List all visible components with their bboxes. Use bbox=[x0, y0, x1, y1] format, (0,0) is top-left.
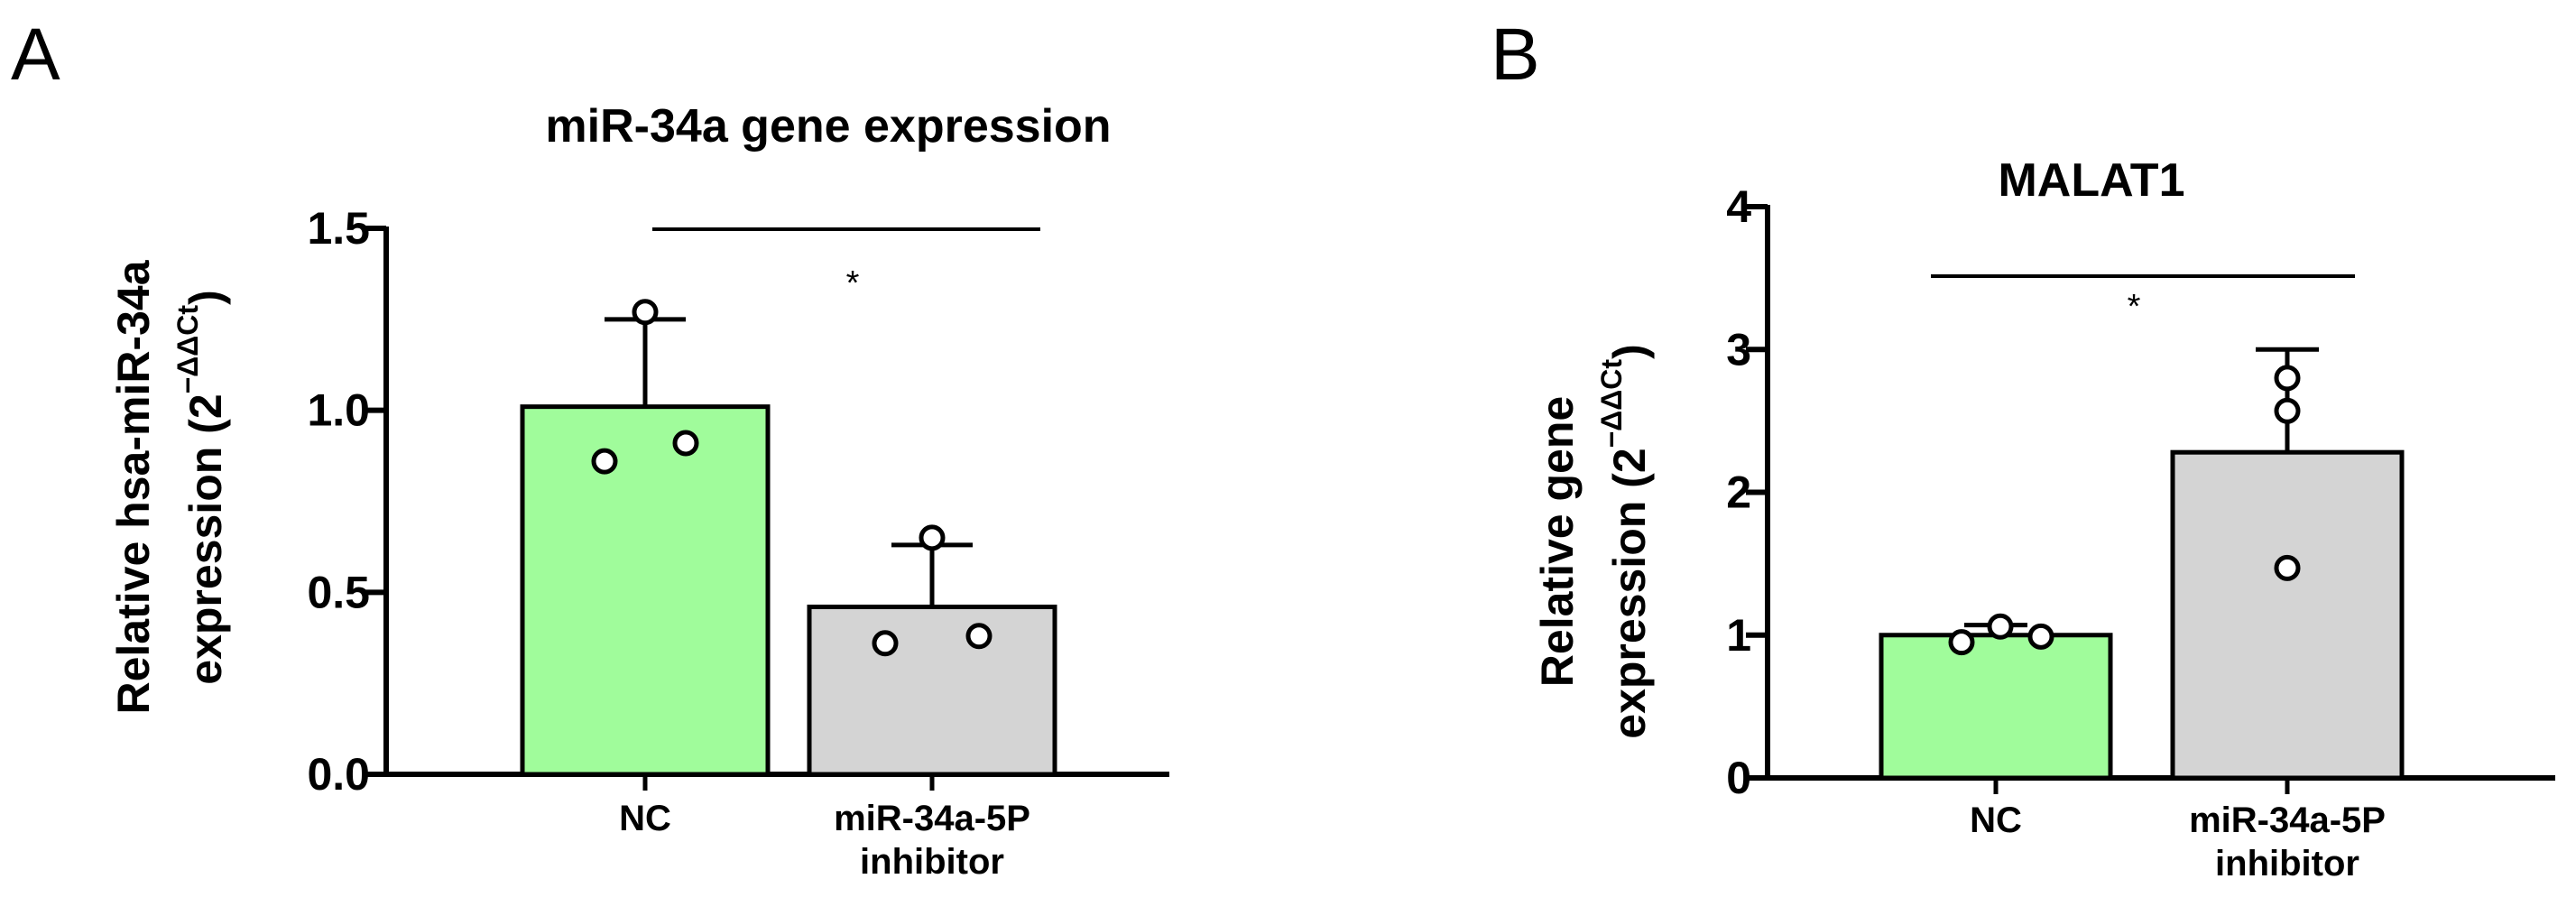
panel-b-y-tick-label: 2 bbox=[1726, 467, 1751, 518]
panel-b-category-label: inhibitor bbox=[2215, 844, 2359, 884]
panel-a-data-point bbox=[872, 630, 899, 657]
panel-b-ylabel: Relative gene expression (2−ΔΔCt) bbox=[1532, 344, 1655, 738]
panel-b-y-tick-label: 1 bbox=[1726, 610, 1751, 661]
panel-b-y-tick-label: 3 bbox=[1726, 324, 1751, 375]
panel-b-data-point bbox=[1948, 629, 1975, 656]
panel-b-category-label: NC bbox=[1970, 800, 2022, 840]
panel-a-ylabel-line1: Relative hsa-miR-34a bbox=[108, 259, 159, 714]
panel-b-bar bbox=[2170, 449, 2405, 781]
panel-a-category-label: NC bbox=[619, 799, 671, 838]
panel-a-y-tick-label: 1.0 bbox=[307, 385, 370, 436]
panel-a-bar bbox=[807, 604, 1057, 777]
panel-a-y-tick-label: 0.5 bbox=[307, 567, 370, 617]
panel-b-bar bbox=[1879, 633, 2113, 781]
panel-a-category-label: miR-34a-5P bbox=[834, 799, 1030, 838]
panel-a-ylabel: Relative hsa-miR-34a expression (2−ΔΔCt) bbox=[108, 259, 231, 714]
panel-a-data-point bbox=[965, 623, 993, 650]
panel-b-letter: B bbox=[1491, 14, 1540, 96]
panel-b-data-point bbox=[2274, 554, 2301, 581]
panel-a-ylabel-line2: expression (2−ΔΔCt) bbox=[171, 290, 231, 684]
panel-b-ylabel-line2: expression (2−ΔΔCt) bbox=[1595, 344, 1655, 738]
panel-a-data-point bbox=[632, 299, 659, 326]
panel-b-ylabel-line1: Relative gene bbox=[1532, 396, 1583, 687]
panel-b-category-label: miR-34a-5P bbox=[2189, 800, 2386, 840]
panel-b-y-tick-label: 0 bbox=[1726, 753, 1751, 803]
panel-a-data-point bbox=[919, 524, 946, 551]
panel-b-data-point bbox=[2027, 623, 2054, 650]
panel-b-data-point bbox=[2274, 365, 2301, 392]
panel-a-data-point bbox=[672, 430, 699, 457]
panel-a-letter: A bbox=[11, 14, 60, 96]
panel-b-data-point bbox=[2274, 397, 2301, 424]
panel-b-significance-star: * bbox=[2128, 288, 2141, 326]
panel-a: A miR-34a gene expression Relative hsa-m… bbox=[11, 14, 1169, 882]
panel-a-significance-star: * bbox=[846, 264, 860, 302]
panel-b: B MALAT1 Relative gene expression (2−ΔΔC… bbox=[1491, 14, 2555, 884]
panel-a-y-tick-label: 0.0 bbox=[307, 749, 370, 800]
panel-a-plot: 0.0 0.5 1.0 1.5 NC miR-34a-5P inhibitor bbox=[307, 203, 1169, 882]
panel-a-bar bbox=[520, 404, 771, 777]
panel-a-y-tick-label: 1.5 bbox=[307, 203, 370, 254]
panel-a-category-label: inhibitor bbox=[860, 842, 1004, 882]
panel-b-data-point bbox=[1987, 613, 2014, 640]
panel-a-data-point bbox=[591, 448, 618, 475]
panel-b-y-tick-label: 4 bbox=[1726, 181, 1751, 232]
panel-b-title: MALAT1 bbox=[1998, 154, 2184, 207]
panel-a-title: miR-34a gene expression bbox=[545, 100, 1111, 153]
